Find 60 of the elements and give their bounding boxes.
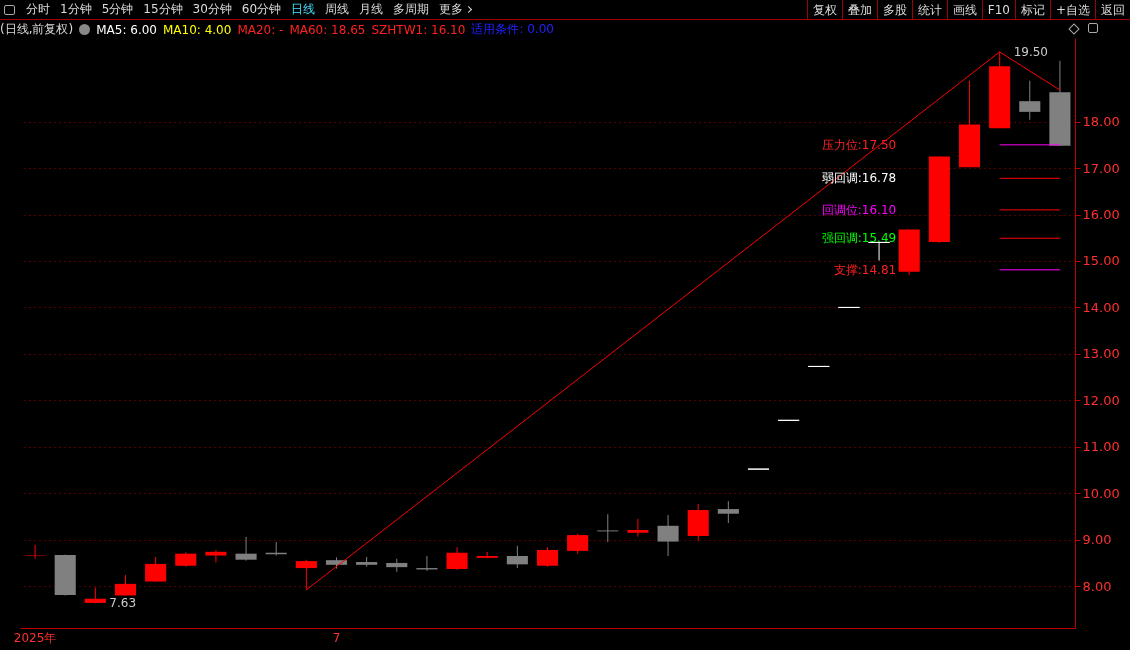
candlestick [24,544,46,560]
text: +自选 [1049,0,1095,20]
y-tick-label: 12.00 [1082,392,1120,408]
annotation: 支撑:14.81 [833,262,897,277]
y-tick-label: 18.00 [1082,114,1120,130]
text: MA60: 18.65 [289,22,366,37]
candlestick [1019,80,1041,121]
text: 周线 [324,1,351,18]
text: 叠加 [841,0,877,20]
text: 日线 [290,1,317,18]
text: MA5: 6.00 [96,22,157,37]
y-tick-label: 11.00 [1082,439,1120,455]
text: 5分钟 [100,1,135,18]
text: MA10: 4.00 [162,22,232,37]
y-tick-label: 8.00 [1082,578,1112,594]
candlestick [506,545,528,569]
y-tick-label: 9.00 [1082,532,1112,548]
candlestick [446,546,468,571]
candlestick [717,500,739,524]
candlestick [536,546,559,568]
candlestick [235,536,257,562]
x-tick-label: 2025年 [13,630,57,645]
text: 60分钟 [240,1,283,18]
candlestick [657,514,679,557]
candlestick [567,533,589,555]
candlestick [145,556,167,583]
annotation: 强回调:15.49 [821,231,897,246]
candlestick [205,549,227,563]
y-tick-label: 10.00 [1082,485,1120,501]
text: 统计 [911,0,947,20]
text: 月线 [358,1,385,18]
text: 适用条件: 0.00 [471,21,554,38]
text: 更多 [438,1,465,18]
text: 画线 [946,0,982,20]
y-tick-label: 14.00 [1082,299,1120,315]
text: 多股 [876,0,912,20]
text: 复权 [806,0,842,20]
text: 30分钟 [191,1,233,18]
chart-title: (日线,前复权) [0,21,74,38]
text: F10 [981,0,1015,20]
annotation: 7.63 [109,596,137,611]
text: SZHTW1: 16.10 [371,22,466,37]
text: 15分钟 [142,1,184,18]
text: 多周期 [392,1,431,18]
candlestick [868,241,891,262]
candlestick [627,518,649,537]
annotation: 弱回调:16.78 [821,171,897,186]
candlestick [597,513,619,543]
text: 标记 [1014,0,1050,20]
text: 返回 [1095,0,1130,20]
y-tick-label: 15.00 [1082,253,1120,269]
y-tick-label: 16.00 [1082,207,1120,223]
y-tick-label: 13.00 [1082,346,1120,362]
annotation: 19.50 [1013,44,1048,59]
text: 1分钟 [59,1,93,18]
text: 分时 [25,1,51,18]
annotation: 回调位:16.10 [821,202,897,217]
x-tick-label: 7 [332,630,341,645]
text: MA20: - [237,22,284,37]
y-tick-label: 17.00 [1082,160,1120,176]
